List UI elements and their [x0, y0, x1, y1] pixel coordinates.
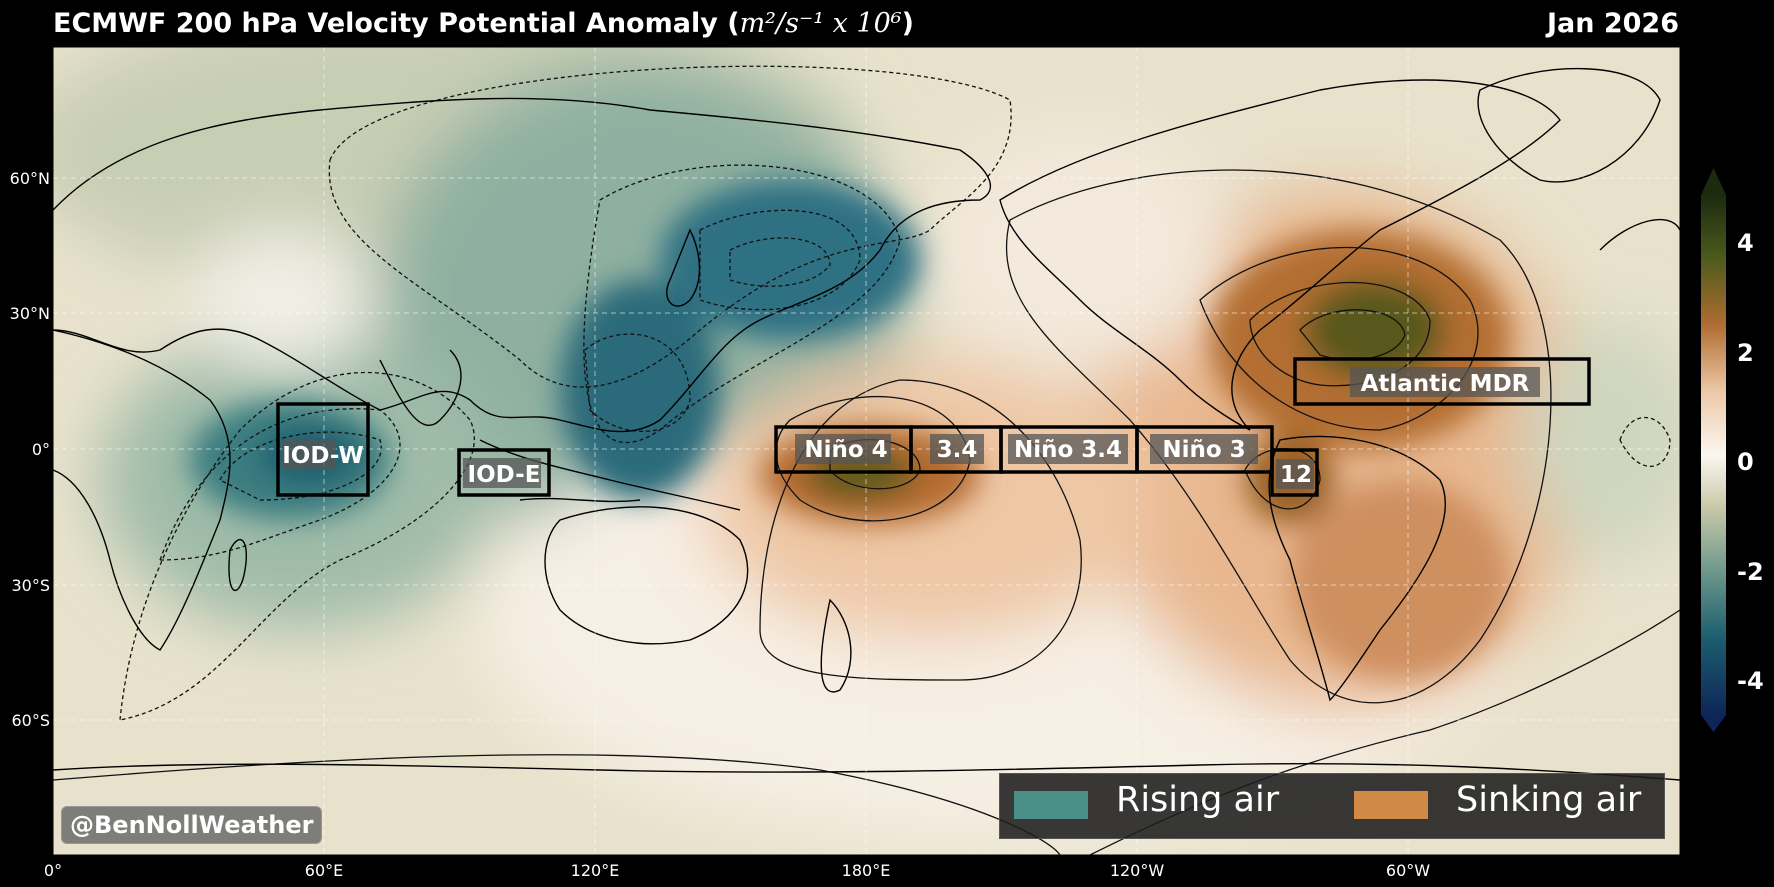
colorbar [1701, 168, 1726, 732]
date-label: Jan 2026 [1546, 8, 1679, 39]
lon-label: 60°W [1386, 861, 1430, 880]
colorbar-tick: -4 [1737, 667, 1764, 695]
lat-label: 30°N [10, 304, 50, 323]
iod-w-box [276, 402, 370, 497]
rising-air-label: Rising air [1116, 780, 1280, 820]
atlantic-mdr-box [1293, 357, 1591, 406]
colorbar-tick: 4 [1737, 229, 1754, 257]
lat-label: 0° [32, 440, 50, 459]
region-label-iod-w: IOD-W [282, 443, 364, 469]
lat-label: 60°N [10, 169, 50, 188]
title-units: m²/s⁻¹ x 10⁶ [739, 8, 902, 39]
region-label-nino4: Niño 4 [804, 437, 887, 463]
nino12-box [1270, 448, 1319, 497]
region-label-atlantic-mdr: Atlantic MDR [1361, 371, 1530, 397]
credit-badge: @BenNollWeather [61, 806, 323, 844]
sinking-air-swatch [1354, 791, 1428, 819]
colorbar-tick: -2 [1737, 558, 1764, 586]
colorbar-tick: 0 [1737, 448, 1754, 476]
title-suffix: ) [901, 8, 914, 39]
region-label-nino34: Niño 3.4 [1014, 437, 1122, 463]
lon-label: 0° [44, 861, 62, 880]
iod-e-box [457, 448, 551, 497]
longitude-labels: 0° 60°E 120°E 180°E 120°W 60°W [44, 861, 1430, 880]
sinking-air-label: Sinking air [1456, 780, 1642, 820]
lon-label: 60°E [305, 861, 343, 880]
colorbar-tick: 2 [1737, 339, 1754, 367]
region-label-nino3: Niño 3 [1162, 437, 1245, 463]
region-label-34-small: 3.4 [937, 437, 978, 463]
legend: Rising air Sinking air [999, 773, 1665, 839]
lon-label: 180°E [842, 861, 891, 880]
region-boxes [276, 357, 1591, 497]
lat-label: 60°S [11, 711, 50, 730]
rising-air-swatch [1014, 791, 1088, 819]
title-prefix: ECMWF 200 hPa Velocity Potential Anomaly… [53, 8, 740, 39]
region-label-nino12: 12 [1280, 462, 1312, 488]
lat-label: 30°S [11, 576, 50, 595]
region-label-iod-e: IOD-E [468, 462, 541, 488]
lon-label: 120°E [571, 861, 620, 880]
latitude-labels: 60°N 30°N 0° 30°S 60°S [10, 169, 50, 730]
figure-title: ECMWF 200 hPa Velocity Potential Anomaly… [53, 8, 914, 39]
region-labels: IOD-W IOD-E Niño 4 3.4 Niño 3.4 Niño 3 1… [282, 371, 1529, 488]
lon-label: 120°W [1110, 861, 1165, 880]
